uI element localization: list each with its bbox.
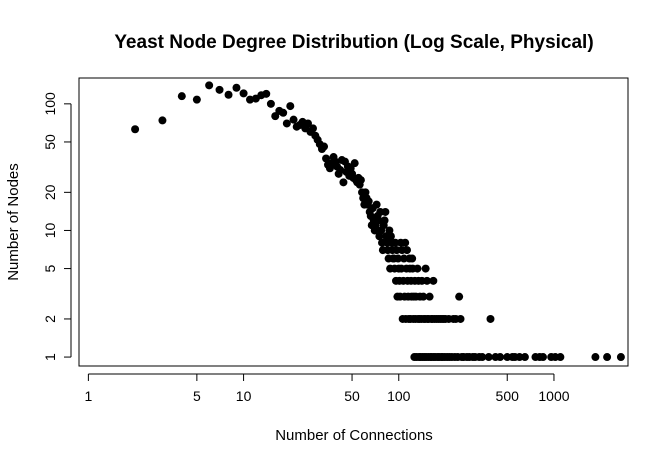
y-tick-label: 1 [42,353,58,361]
data-point [381,207,390,216]
data-point [372,200,381,209]
data-point [616,353,625,362]
data-point [266,99,275,108]
data-point [401,238,410,247]
data-point [336,166,345,175]
data-point [232,83,241,92]
y-tick-label: 100 [42,92,58,116]
data-point [394,254,403,263]
data-point [308,124,317,133]
data-point [158,116,167,125]
x-tick-label: 500 [496,388,520,404]
data-point [322,154,331,163]
y-tick-label: 2 [42,315,58,323]
data-point [350,159,359,168]
y-tick-label: 10 [42,222,58,238]
data-point [282,119,291,128]
y-tick-label: 20 [42,184,58,200]
data-point [224,90,233,99]
data-point [215,85,224,94]
data-point [422,276,431,285]
data-point [339,178,348,187]
data-point [486,314,495,323]
data-point [262,89,271,98]
data-point [539,353,547,362]
data-point [320,142,329,151]
data-point [496,353,505,362]
data-point [279,108,288,117]
data-point [403,246,411,255]
data-point [425,292,434,301]
data-point [413,264,422,273]
x-tick-label: 100 [387,388,411,404]
data-point [356,176,365,185]
x-tick-label: 5 [193,388,201,404]
data-point [303,119,312,128]
data-point [591,353,600,362]
x-axis-label: Number of Connections [275,427,433,444]
data-point [239,89,248,98]
x-tick-label: 1 [84,388,92,404]
data-point [364,197,373,206]
y-tick-label: 50 [42,134,58,150]
y-tick-label: 5 [42,264,58,272]
data-point [603,353,612,362]
data-point [429,276,438,285]
data-point [192,95,201,104]
y-axis-label: Number of Nodes [5,163,22,281]
y-axis: 1 2 5 10 20 50 100 [42,92,72,361]
data-point [289,115,298,124]
data-point [419,292,428,301]
data-point [455,292,464,301]
data-point [478,353,487,362]
x-axis: 1 5 10 50 100 500 1000 [84,373,570,404]
data-point [131,125,140,134]
x-tick-label: 1000 [538,388,569,404]
data-point [520,353,529,362]
plot-frame [78,77,629,367]
data-point [421,264,430,273]
x-tick-label: 50 [344,388,360,404]
data-point [205,81,214,90]
data-point [556,353,565,362]
chart-title: Yeast Node Degree Distribution (Log Scal… [114,32,593,53]
data-point [286,102,295,111]
data-point [408,254,417,263]
data-point [374,216,383,225]
x-tick-label: 10 [236,388,252,404]
data-point [177,92,186,101]
data-point [386,232,395,241]
data-point [380,216,389,225]
data-point [456,314,465,323]
data-point [484,353,493,362]
data-points [131,81,625,362]
